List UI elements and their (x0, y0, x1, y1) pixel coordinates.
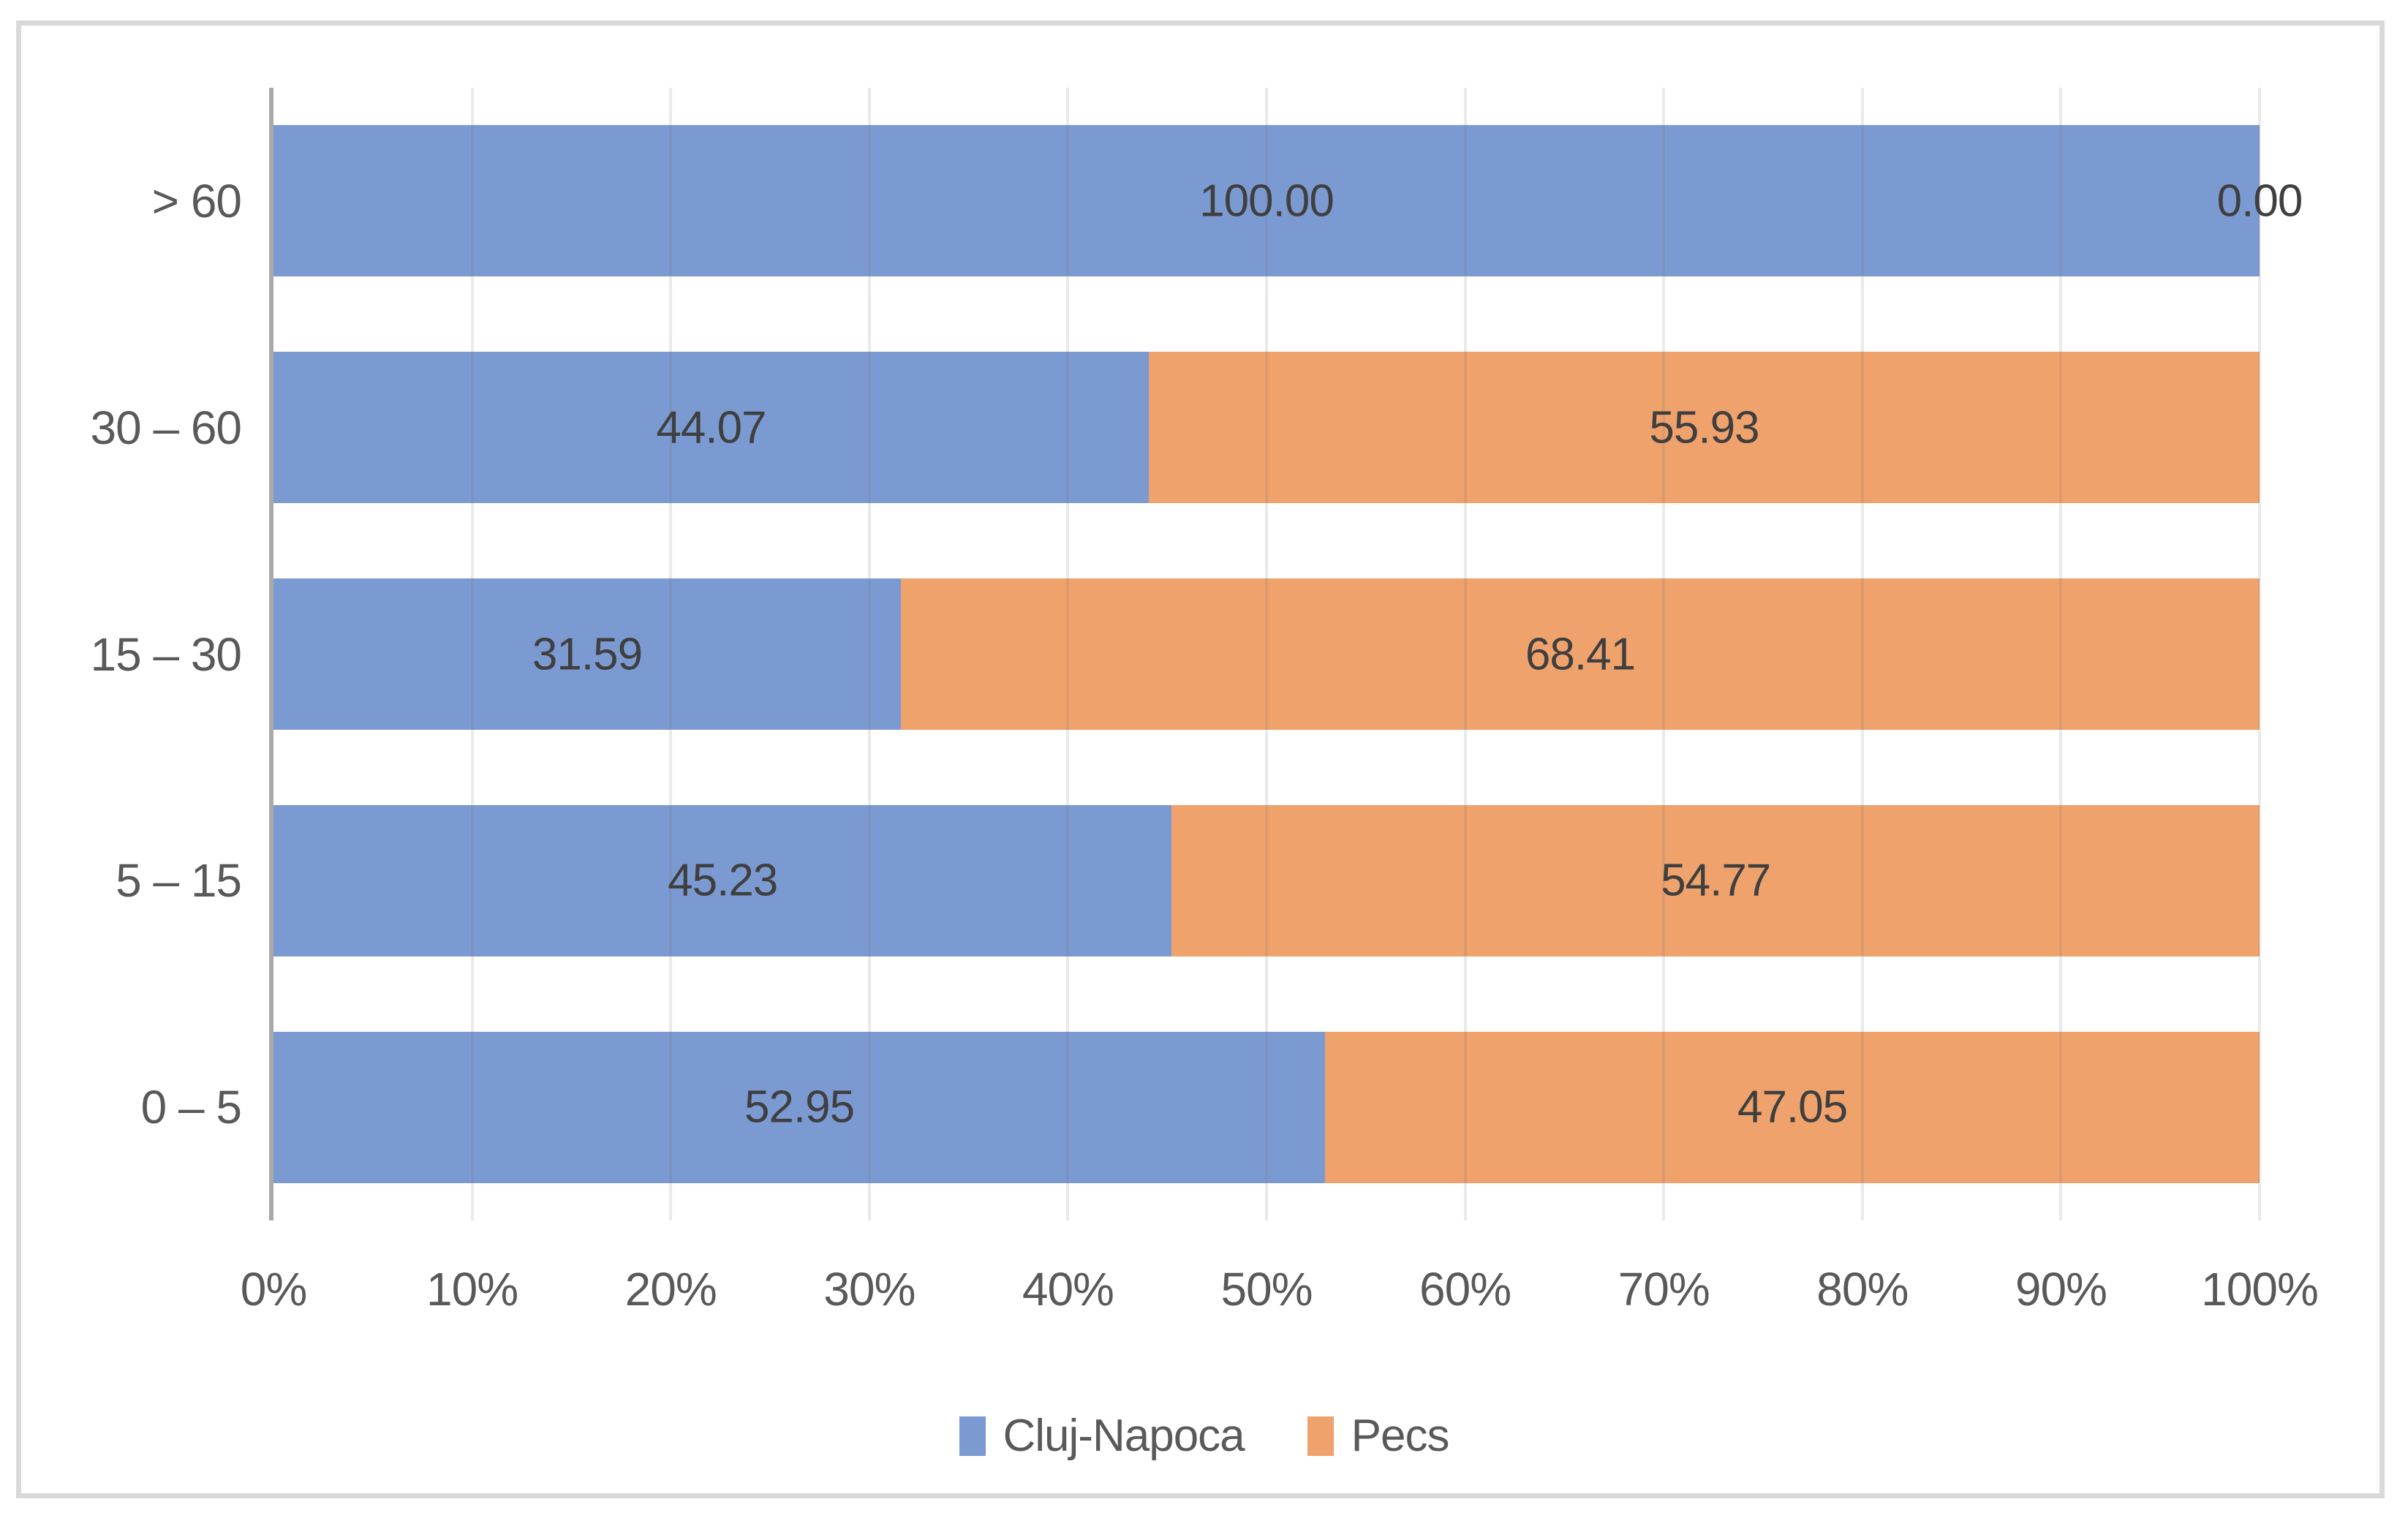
category-label: 0 – 5 (140, 1081, 242, 1134)
bar-segment-cluj-napoca (273, 352, 1149, 504)
x-axis-tick-label: 100% (2201, 1263, 2319, 1316)
bar-segment-cluj-napoca (273, 1031, 1326, 1183)
category-label: 30 – 60 (90, 401, 242, 454)
x-axis-tick-label: 50% (1220, 1263, 1313, 1316)
chart-legend: Cluj-Napoca Pecs (0, 1410, 2408, 1462)
value-axis-line (269, 88, 273, 1220)
data-label: 100.00 (1199, 176, 1335, 227)
bar-segment-pecs (1325, 1031, 2260, 1183)
gridline (1662, 88, 1666, 1220)
gridline (1463, 88, 1467, 1220)
data-label: 45.23 (668, 855, 778, 906)
data-label: 55.93 (1649, 402, 1759, 453)
bar-segment-cluj-napoca (273, 125, 2260, 277)
legend-item-pecs: Pecs (1307, 1410, 1449, 1462)
gridline (669, 88, 673, 1220)
legend-label: Cluj-Napoca (1003, 1411, 1245, 1461)
bar-segment-pecs (900, 578, 2260, 730)
x-axis-tick-label: 80% (1816, 1263, 1909, 1316)
x-axis-tick-label: 90% (2015, 1263, 2107, 1316)
bar-segment-cluj-napoca (273, 578, 901, 730)
legend-item-cluj-napoca: Cluj-Napoca (959, 1410, 1245, 1462)
legend-swatch-icon (959, 1416, 986, 1456)
data-label: 47.05 (1737, 1082, 1848, 1133)
bar-segment-pecs (1171, 804, 2260, 956)
x-axis-tick-label: 10% (426, 1263, 518, 1316)
category-label: 5 – 15 (116, 854, 242, 907)
gridline (867, 88, 871, 1220)
gridline (2059, 88, 2063, 1220)
data-label: 31.59 (532, 629, 643, 679)
x-axis-tick-label: 0% (240, 1263, 307, 1316)
gridline (1265, 88, 1268, 1220)
data-label: 44.07 (656, 402, 766, 453)
legend-label: Pecs (1351, 1411, 1450, 1461)
data-label: 68.41 (1525, 629, 1636, 679)
category-label: > 60 (151, 174, 242, 227)
gridline (1860, 88, 1864, 1220)
category-label: 15 – 30 (90, 627, 242, 681)
data-label: 0.00 (2216, 176, 2303, 227)
x-axis-tick-label: 40% (1022, 1263, 1114, 1316)
x-axis-tick-label: 30% (823, 1263, 916, 1316)
gridline (2258, 88, 2261, 1220)
data-label: 52.95 (744, 1082, 855, 1133)
data-label: 54.77 (1661, 855, 1771, 906)
x-axis-tick-label: 60% (1419, 1263, 1511, 1316)
x-axis-tick-label: 20% (624, 1263, 717, 1316)
gridline (470, 88, 474, 1220)
x-axis-tick-label: 70% (1618, 1263, 1710, 1316)
legend-swatch-icon (1307, 1416, 1334, 1456)
gridline (1066, 88, 1070, 1220)
bar-segment-cluj-napoca (273, 804, 1172, 956)
bar-segment-pecs (1148, 352, 2260, 504)
